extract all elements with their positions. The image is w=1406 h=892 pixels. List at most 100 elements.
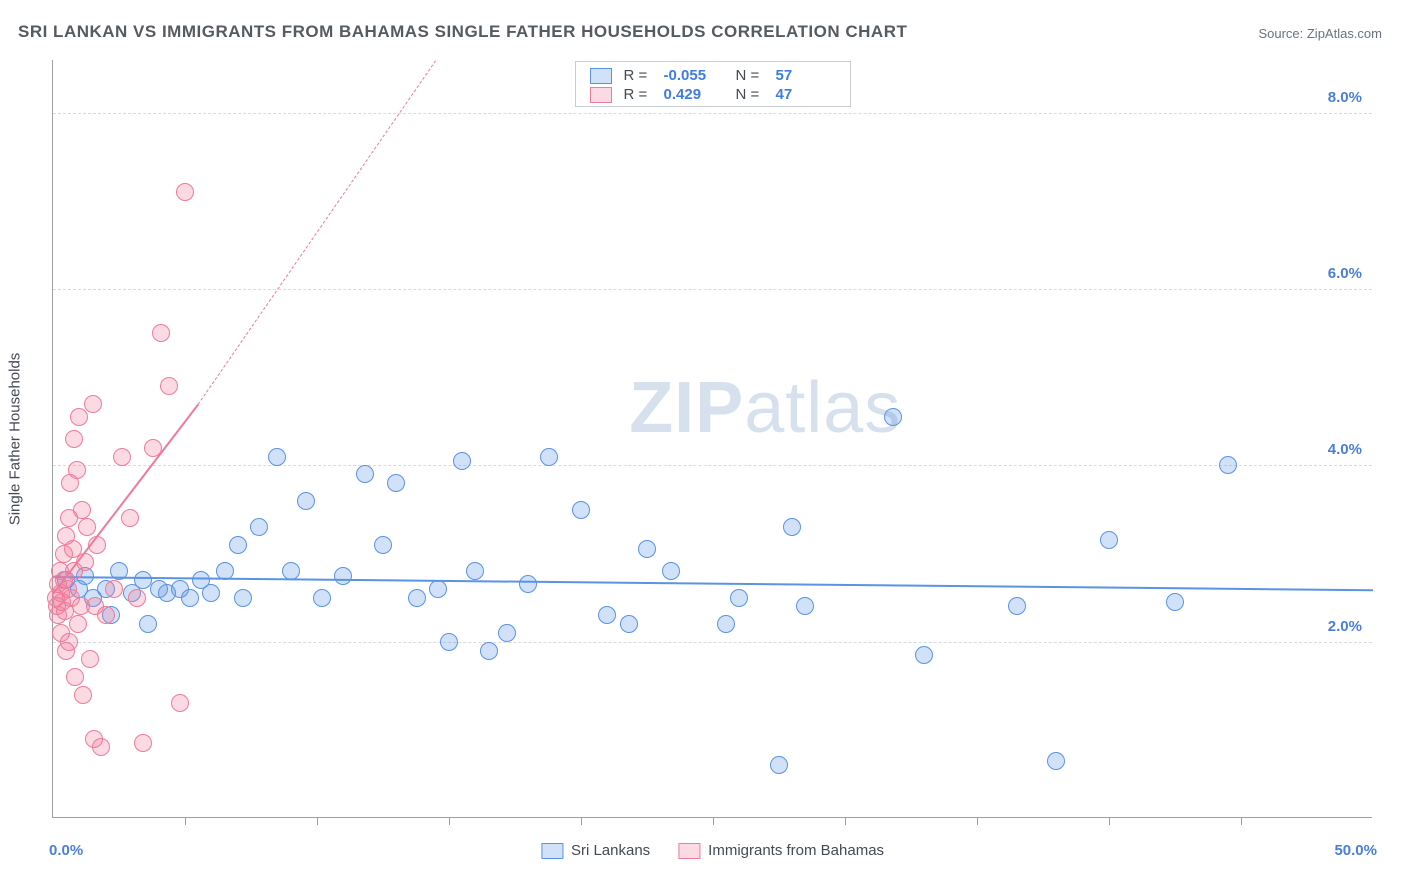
data-point-sri_lankans <box>334 567 352 585</box>
legend-swatch-bahamas <box>590 87 612 103</box>
data-point-sri_lankans <box>202 584 220 602</box>
data-point-sri_lankans <box>1100 531 1118 549</box>
data-point-sri_lankans <box>387 474 405 492</box>
data-point-sri_lankans <box>598 606 616 624</box>
watermark-zip: ZIP <box>629 368 744 448</box>
x-tick <box>449 817 450 825</box>
data-point-sri_lankans <box>139 615 157 633</box>
data-point-bahamas <box>128 589 146 607</box>
watermark-atlas: atlas <box>744 368 901 448</box>
data-point-sri_lankans <box>1047 752 1065 770</box>
r-value-bahamas: 0.429 <box>664 86 724 103</box>
source-label: Source: <box>1258 26 1306 41</box>
data-point-bahamas <box>134 734 152 752</box>
x-tick <box>977 817 978 825</box>
trend-line-sri_lankans <box>53 576 1373 591</box>
data-point-sri_lankans <box>466 562 484 580</box>
data-point-bahamas <box>69 615 87 633</box>
data-point-sri_lankans <box>313 589 331 607</box>
data-point-sri_lankans <box>783 518 801 536</box>
x-tick <box>1109 817 1110 825</box>
data-point-sri_lankans <box>1219 456 1237 474</box>
y-axis-title: Single Father Households <box>7 352 24 525</box>
legend-row-sri-lankans: R = -0.055 N = 57 <box>576 66 850 85</box>
correlation-legend: R = -0.055 N = 57 R = 0.429 N = 47 <box>575 61 851 107</box>
data-point-sri_lankans <box>234 589 252 607</box>
data-point-sri_lankans <box>498 624 516 642</box>
gridline-h <box>53 113 1372 114</box>
gridline-h <box>53 642 1372 643</box>
legend-row-bahamas: R = 0.429 N = 47 <box>576 85 850 104</box>
data-point-bahamas <box>73 501 91 519</box>
data-point-bahamas <box>176 183 194 201</box>
legend-swatch-sri-lankans <box>590 68 612 84</box>
chart-title: SRI LANKAN VS IMMIGRANTS FROM BAHAMAS SI… <box>18 22 907 42</box>
series-legend: Sri Lankans Immigrants from Bahamas <box>541 842 884 859</box>
x-tick <box>1241 817 1242 825</box>
legend-item-bahamas: Immigrants from Bahamas <box>678 842 884 859</box>
data-point-sri_lankans <box>519 575 537 593</box>
data-point-sri_lankans <box>480 642 498 660</box>
data-point-sri_lankans <box>181 589 199 607</box>
data-point-bahamas <box>74 686 92 704</box>
data-point-sri_lankans <box>638 540 656 558</box>
y-tick-label: 4.0% <box>1328 441 1362 458</box>
y-tick-label: 6.0% <box>1328 265 1362 282</box>
data-point-sri_lankans <box>915 646 933 664</box>
r-value-sri-lankans: -0.055 <box>664 67 724 84</box>
data-point-sri_lankans <box>453 452 471 470</box>
data-point-bahamas <box>66 668 84 686</box>
n-label: N = <box>736 67 764 84</box>
data-point-bahamas <box>84 395 102 413</box>
scatter-plot-area: Single Father Households ZIPatlas R = -0… <box>52 60 1372 818</box>
y-tick-label: 2.0% <box>1328 618 1362 635</box>
r-label: R = <box>624 67 652 84</box>
x-tick <box>317 817 318 825</box>
x-tick-label: 0.0% <box>49 842 83 859</box>
data-point-bahamas <box>97 606 115 624</box>
x-tick <box>845 817 846 825</box>
legend-label-sri-lankans: Sri Lankans <box>571 842 650 859</box>
data-point-bahamas <box>105 580 123 598</box>
data-point-sri_lankans <box>572 501 590 519</box>
gridline-h <box>53 465 1372 466</box>
data-point-bahamas <box>68 461 86 479</box>
data-point-sri_lankans <box>1166 593 1184 611</box>
data-point-sri_lankans <box>440 633 458 651</box>
data-point-bahamas <box>92 738 110 756</box>
data-point-bahamas <box>65 430 83 448</box>
x-tick <box>581 817 582 825</box>
data-point-bahamas <box>121 509 139 527</box>
data-point-sri_lankans <box>884 408 902 426</box>
x-tick <box>713 817 714 825</box>
data-point-bahamas <box>152 324 170 342</box>
x-tick-label: 50.0% <box>1334 842 1377 859</box>
data-point-sri_lankans <box>770 756 788 774</box>
x-tick <box>185 817 186 825</box>
watermark: ZIPatlas <box>629 367 901 449</box>
data-point-sri_lankans <box>796 597 814 615</box>
data-point-bahamas <box>60 633 78 651</box>
data-point-sri_lankans <box>620 615 638 633</box>
data-point-bahamas <box>113 448 131 466</box>
source-value: ZipAtlas.com <box>1307 26 1382 41</box>
source-attribution: Source: ZipAtlas.com <box>1258 26 1382 41</box>
legend-item-sri-lankans: Sri Lankans <box>541 842 650 859</box>
data-point-sri_lankans <box>429 580 447 598</box>
legend-label-bahamas: Immigrants from Bahamas <box>708 842 884 859</box>
data-point-sri_lankans <box>730 589 748 607</box>
data-point-sri_lankans <box>1008 597 1026 615</box>
data-point-sri_lankans <box>717 615 735 633</box>
data-point-sri_lankans <box>662 562 680 580</box>
legend-swatch-sri-lankans <box>541 843 563 859</box>
r-label: R = <box>624 86 652 103</box>
data-point-bahamas <box>81 650 99 668</box>
legend-swatch-bahamas <box>678 843 700 859</box>
trend-line-dashed-bahamas <box>198 60 436 404</box>
data-point-sri_lankans <box>229 536 247 554</box>
data-point-sri_lankans <box>356 465 374 483</box>
data-point-bahamas <box>78 518 96 536</box>
data-point-sri_lankans <box>268 448 286 466</box>
y-tick-label: 8.0% <box>1328 89 1362 106</box>
data-point-sri_lankans <box>408 589 426 607</box>
